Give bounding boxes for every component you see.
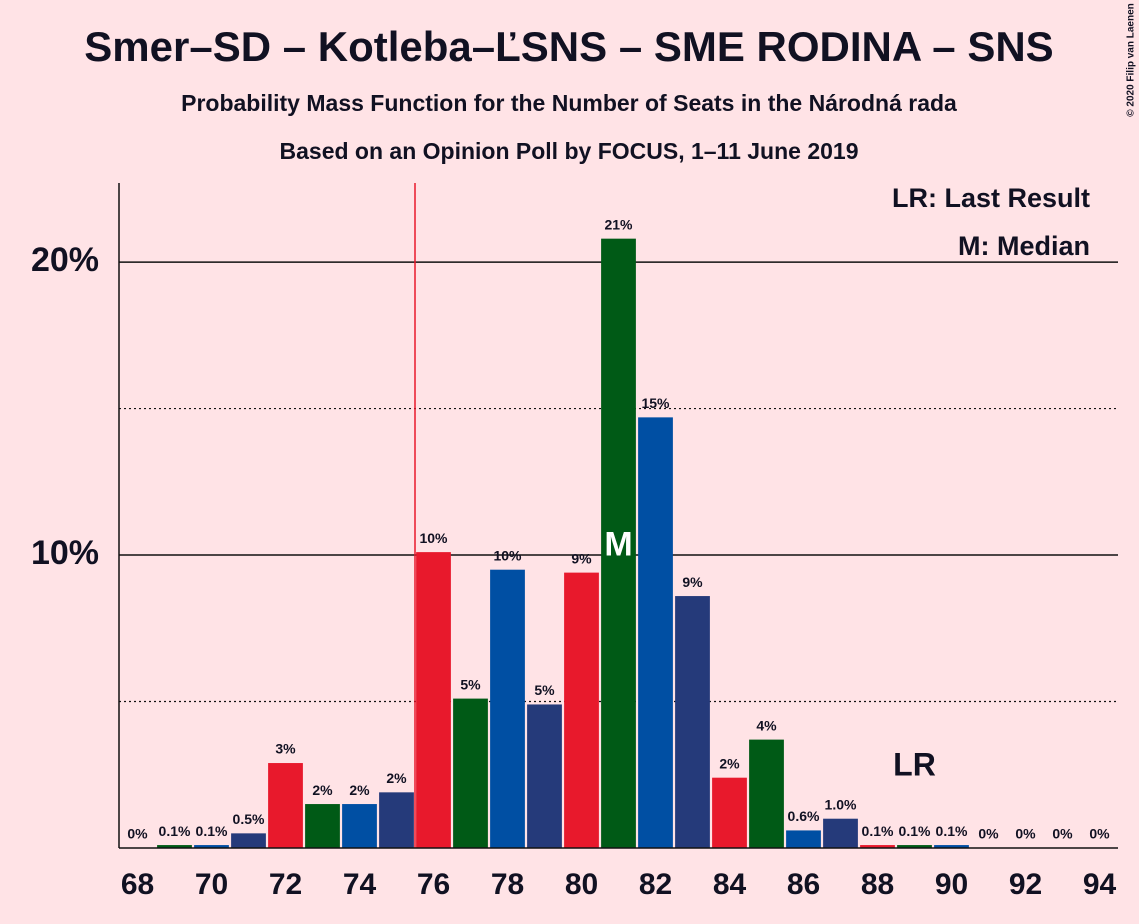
x-tick-label: 88 [861, 868, 894, 901]
bar [157, 845, 192, 848]
bar [527, 704, 562, 848]
x-tick-label: 72 [269, 868, 302, 901]
x-tick-label: 80 [565, 868, 598, 901]
value-label: 0.1% [862, 823, 894, 839]
bar [379, 792, 414, 848]
value-label: 0.1% [196, 823, 228, 839]
bar [601, 238, 636, 849]
value-label: 2% [312, 782, 333, 798]
bar [638, 417, 673, 848]
x-tick-label: 70 [195, 868, 228, 901]
x-tick-label: 68 [121, 868, 154, 901]
bar [268, 763, 303, 848]
x-tick-label: 74 [343, 868, 377, 901]
bar [675, 596, 710, 848]
value-label: 5% [534, 682, 555, 698]
value-label: 0% [127, 826, 148, 842]
chart-title: Smer–SD – Kotleba–ĽSNS – SME RODINA – SN… [84, 23, 1053, 70]
y-tick-label: 20% [31, 241, 99, 279]
value-label: 2% [719, 755, 740, 771]
copyright: © 2020 Filip van Laenen [1126, 3, 1137, 117]
bar [490, 569, 525, 848]
value-label: 0% [1052, 826, 1073, 842]
legend-entry: LR: Last Result [892, 183, 1090, 213]
x-tick-label: 90 [935, 868, 968, 901]
bar [194, 845, 229, 848]
subtitle: Based on an Opinion Poll by FOCUS, 1–11 … [280, 138, 859, 164]
y-tick-label: 10% [31, 534, 99, 572]
value-label: 3% [275, 741, 296, 757]
value-label: 5% [460, 676, 481, 692]
value-label: 9% [571, 550, 592, 566]
bar [453, 698, 488, 848]
legend-entry: M: Median [958, 231, 1090, 261]
x-tick-label: 84 [713, 868, 747, 901]
bar [860, 845, 895, 848]
bar [786, 830, 821, 848]
bar [564, 572, 599, 848]
value-label: 0% [1015, 826, 1036, 842]
value-label: 1.0% [825, 796, 857, 812]
x-tick-label: 78 [491, 868, 524, 901]
x-tick-label: 76 [417, 868, 450, 901]
bar [749, 739, 784, 848]
bar [823, 818, 858, 848]
bar [416, 552, 451, 848]
value-label: 0% [1089, 826, 1110, 842]
value-label: 15% [641, 395, 670, 411]
value-label: 0.6% [788, 808, 820, 824]
value-label: 9% [682, 574, 703, 590]
bar [342, 804, 377, 848]
value-label: 0.5% [233, 811, 265, 827]
value-label: 4% [756, 717, 777, 733]
median-marker: M [604, 526, 632, 564]
value-label: 21% [604, 216, 633, 232]
x-tick-label: 94 [1083, 868, 1117, 901]
value-label: 0.1% [899, 823, 931, 839]
value-label: 0.1% [159, 823, 191, 839]
bar [231, 833, 266, 848]
value-label: 0% [978, 826, 999, 842]
value-label: 10% [493, 547, 522, 563]
value-label: 2% [386, 770, 407, 786]
bar [305, 804, 340, 848]
bar [934, 845, 969, 848]
subtitle: Probability Mass Function for the Number… [181, 90, 957, 116]
x-tick-label: 92 [1009, 868, 1042, 901]
last-result-marker: LR [893, 747, 936, 783]
x-tick-label: 82 [639, 868, 672, 901]
bar [712, 777, 747, 848]
value-label: 10% [419, 530, 448, 546]
value-label: 2% [349, 782, 370, 798]
x-tick-label: 86 [787, 868, 820, 901]
bar [897, 845, 932, 848]
value-label: 0.1% [936, 823, 968, 839]
